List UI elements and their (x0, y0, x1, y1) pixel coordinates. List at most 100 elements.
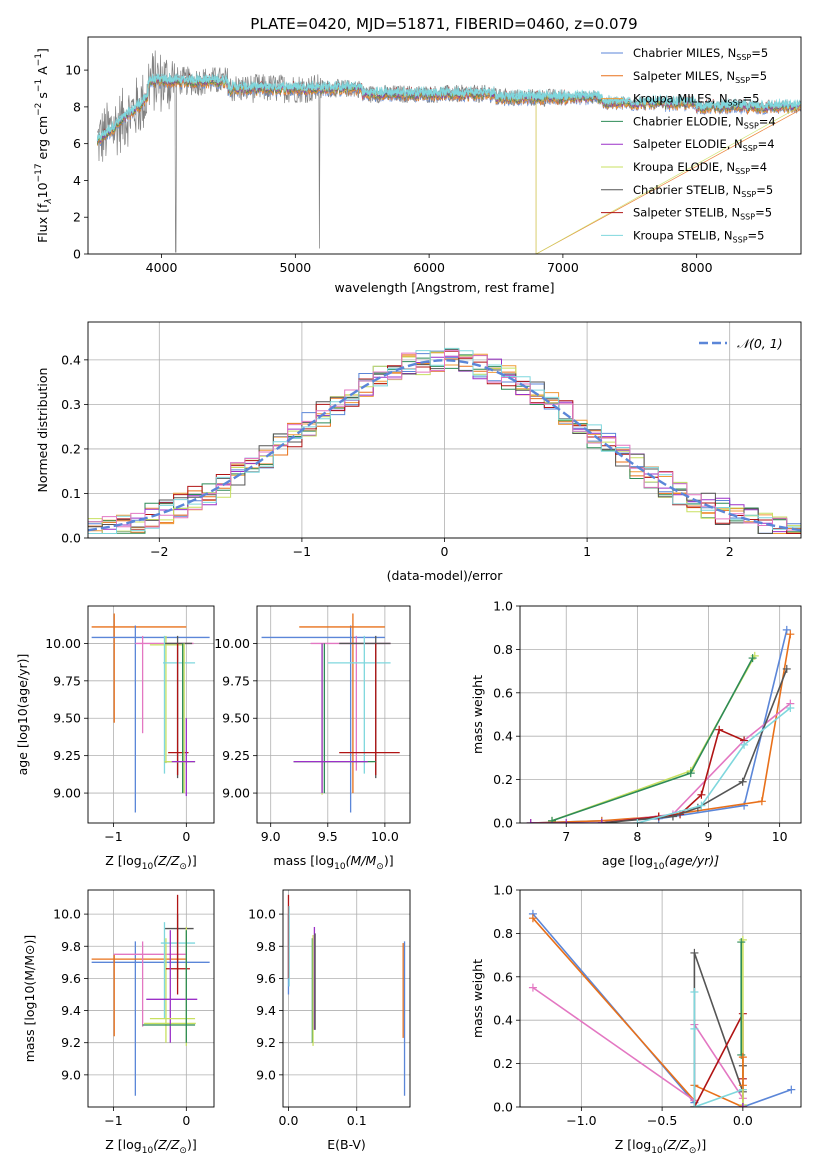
residual-histogram (88, 350, 801, 531)
weight-marker (737, 938, 746, 947)
y-tick-label: 9.75 (222, 673, 250, 688)
axes-frame (87, 321, 802, 539)
data-point (149, 926, 196, 1046)
y-tick-label: 9.4 (61, 1003, 81, 1018)
y-tick-label: 9.8 (256, 939, 276, 954)
plot-area (526, 625, 795, 823)
weight-marker (748, 654, 757, 663)
y-tick-label: 8 (73, 99, 81, 114)
weight-marker (782, 664, 791, 673)
data-point (142, 930, 196, 1043)
y-tick-label: 9.50 (53, 711, 81, 726)
data-point (327, 635, 391, 774)
y-axis-label: mass weight (470, 959, 485, 1038)
x-tick-label: 0 (441, 544, 449, 559)
weight-marker (690, 987, 699, 996)
weight-marker (782, 625, 791, 634)
y-tick-label: 0.4 (493, 1013, 513, 1028)
x-tick-label: 9 (705, 829, 713, 844)
y-axis-label: Normed distribution (35, 368, 50, 493)
legend-label: Kroupa MILES, NSSP=5 (633, 92, 759, 108)
weight-marker (686, 769, 695, 778)
x-tick-label: 8 (633, 829, 641, 844)
data-point (91, 625, 210, 813)
weight-marker (633, 819, 642, 823)
figure-title: PLATE=0420, MJD=51871, FIBERID=0460, z=0… (250, 15, 637, 33)
weight-marker (740, 801, 749, 810)
mass-vs-ebv-panel: 0.0 0.1 9.0 9.2 9.4 9.6 9.8 10.0 E(B-V) (248, 889, 411, 1152)
weight-series-line (532, 917, 744, 1107)
y-tick-label: 6 (73, 136, 81, 151)
weight-marker (738, 1053, 747, 1062)
weight-series-line (532, 986, 744, 1103)
axes-frame (87, 605, 215, 824)
data-point (339, 643, 400, 776)
weight-marker (526, 819, 535, 823)
y-tick-label: 0.8 (493, 926, 513, 941)
y-tick-label: 9.25 (222, 748, 250, 763)
weight-series-line (693, 992, 744, 1107)
y-tick-label: 9.00 (222, 786, 250, 801)
weight-vs-z-panel: −1.0 −0.5 0.0 0.0 0.2 0.4 0.6 0.8 1.0 Z [log10(Z/… (470, 883, 802, 1156)
weight-marker (738, 777, 747, 786)
y-tick-label: 0.2 (493, 1056, 513, 1071)
legend-label: Kroupa ELODIE, NSSP=4 (633, 160, 767, 176)
x-axis-label: mass [log10(M/M⊙)] (273, 853, 393, 872)
y-tick-label: 0.8 (493, 642, 513, 657)
weight-marker (690, 948, 699, 957)
data-point (293, 643, 368, 794)
data-point (146, 930, 198, 1043)
weight-marker (738, 1081, 747, 1090)
legend-label: Chabrier ELODIE, NSSP=4 (633, 114, 776, 130)
y-axis-label: mass weight (470, 675, 485, 754)
y-tick-label: 0.0 (493, 1100, 513, 1115)
weight-marker (697, 790, 706, 799)
age-vs-mass-panel: 9.0 9.5 10.0 9.00 9.25 9.50 9.75 10.00 mass [log… (214, 605, 411, 872)
legend-label: Chabrier STELIB, NSSP=5 (633, 183, 773, 199)
data-point (299, 613, 385, 794)
axes-frame (519, 889, 802, 1108)
weight-marker (562, 819, 571, 823)
plot-area (287, 894, 406, 1096)
data-point (293, 643, 374, 795)
data-point (91, 613, 187, 723)
weight-marker (787, 1085, 796, 1094)
x-tick-label: 7 (562, 829, 570, 844)
y-tick-label: 0.0 (61, 531, 81, 546)
x-tick-label: 6000 (413, 260, 445, 275)
spectrum-model-line (96, 74, 801, 142)
y-tick-label: 9.4 (256, 1003, 276, 1018)
y-tick-label: 9.6 (61, 971, 81, 986)
x-axis-label: age [log10(age/yr)] (602, 853, 719, 872)
x-tick-label: 5000 (279, 260, 311, 275)
y-tick-label: 0.6 (493, 685, 513, 700)
y-tick-label: 9.0 (61, 1067, 81, 1082)
plot-area (88, 347, 801, 534)
y-tick-label: 0.2 (493, 772, 513, 787)
weight-vs-age-panel: 7 8 9 10 0.0 0.2 0.4 0.6 0.8 1.0 age [log10(age/yr… (470, 599, 802, 872)
y-tick-label: 0.0 (493, 816, 513, 831)
data-point (91, 941, 210, 1096)
x-tick-label: −0.5 (647, 1113, 677, 1128)
y-tick-label: 9.6 (256, 971, 276, 986)
weight-marker (786, 630, 795, 639)
y-tick-label: 10 (65, 63, 81, 78)
legend-label: Salpeter MILES, NSSP=5 (633, 69, 767, 85)
x-tick-label: 4000 (146, 260, 178, 275)
y-tick-label: 9.75 (53, 673, 81, 688)
x-tick-label: 0.1 (347, 1113, 367, 1128)
spectrum-panel: 4000 5000 6000 7000 8000 0 2 4 6 8 10 Chabrier MILE… (34, 36, 802, 295)
weight-marker (737, 1050, 746, 1059)
weight-marker (690, 1103, 699, 1107)
x-tick-label: −2 (150, 544, 168, 559)
x-tick-label: −1 (293, 544, 311, 559)
data-point (168, 643, 189, 776)
y-tick-label: 0.4 (493, 729, 513, 744)
legend-label: Kroupa STELIB, NSSP=5 (633, 228, 764, 244)
weight-marker (786, 703, 795, 712)
weight-marker (528, 983, 537, 992)
y-tick-label: 0.4 (61, 352, 81, 367)
weight-marker (690, 1024, 699, 1033)
y-tick-label: 9.25 (53, 748, 81, 763)
